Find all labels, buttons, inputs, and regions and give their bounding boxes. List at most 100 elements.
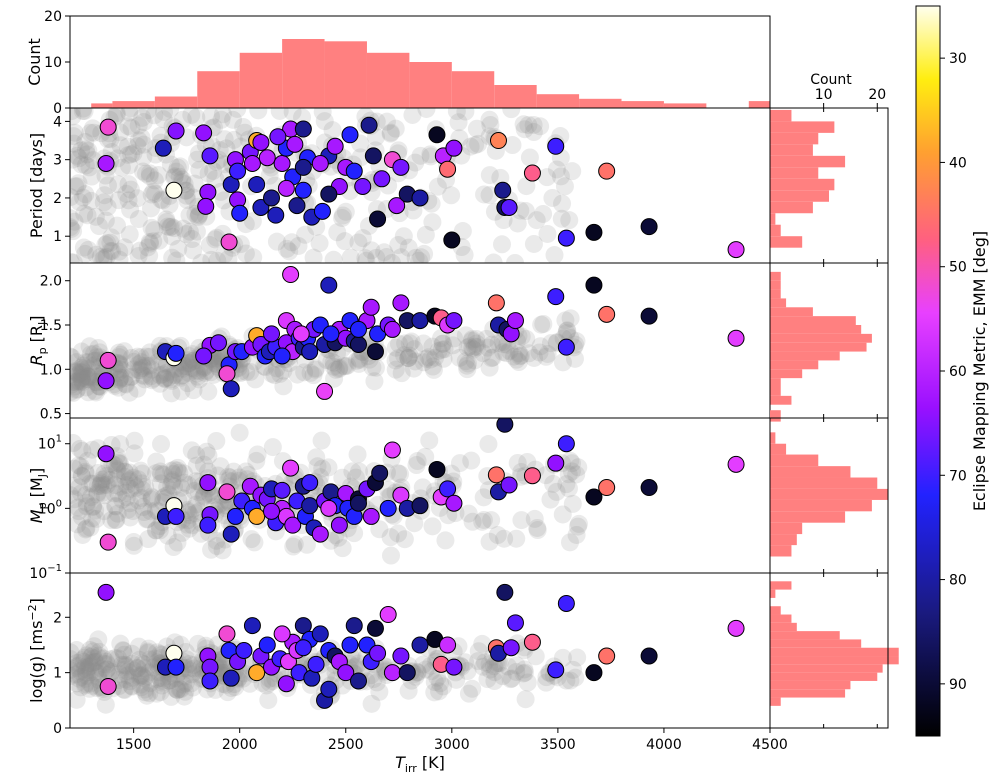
background-point <box>84 649 103 668</box>
data-point <box>218 365 236 383</box>
background-point <box>312 431 331 450</box>
background-point <box>155 369 174 388</box>
background-point <box>110 370 129 389</box>
y-tick-label: 1 <box>53 229 62 245</box>
data-point <box>199 183 217 201</box>
background-point <box>157 363 176 382</box>
top-histogram-tick-label: 0 <box>53 101 62 117</box>
data-point <box>411 636 429 654</box>
background-point <box>183 516 202 535</box>
background-point <box>144 369 163 388</box>
background-point <box>520 148 539 167</box>
background-point <box>81 662 100 681</box>
background-point <box>392 364 411 383</box>
background-point <box>75 648 94 667</box>
background-point <box>329 528 348 547</box>
background-point <box>150 366 169 385</box>
data-point <box>294 120 312 138</box>
background-point <box>132 665 151 684</box>
background-point <box>129 491 148 510</box>
data-point <box>354 177 372 195</box>
background-point <box>111 368 130 387</box>
background-point <box>432 329 451 348</box>
background-point <box>137 510 156 529</box>
background-point <box>543 188 562 207</box>
background-point <box>73 362 92 381</box>
background-point <box>431 674 450 693</box>
right-histogram <box>769 410 889 574</box>
background-point <box>301 363 320 382</box>
background-point <box>414 334 433 353</box>
background-point <box>132 678 151 697</box>
background-point <box>130 650 149 669</box>
y-tick-label-base: 10 <box>38 437 56 453</box>
top-histogram-bar <box>748 101 770 108</box>
background-point <box>88 464 107 483</box>
background-point <box>375 243 394 262</box>
background-point <box>480 532 499 551</box>
background-point <box>132 359 151 378</box>
background-point <box>174 366 193 385</box>
background-point <box>129 361 148 380</box>
y-axis-label-part: [R <box>27 325 46 347</box>
background-point <box>72 358 91 377</box>
right-histogram <box>769 572 899 729</box>
background-point <box>96 652 115 671</box>
background-point <box>478 338 497 357</box>
data-point <box>165 181 183 199</box>
y-axis-label-subscript: p <box>36 502 49 509</box>
background-point <box>115 645 134 664</box>
background-point <box>83 654 102 673</box>
data-point <box>727 455 745 473</box>
background-point <box>133 654 152 673</box>
background-point <box>72 155 91 174</box>
background-point <box>313 108 332 121</box>
background-point <box>170 167 189 186</box>
background-point <box>106 649 125 668</box>
background-point <box>70 362 85 381</box>
background-point <box>391 465 410 484</box>
background-point <box>259 691 278 710</box>
background-point <box>118 666 137 685</box>
background-point <box>381 124 400 143</box>
background-point <box>143 488 162 507</box>
background-point <box>558 321 577 340</box>
background-point <box>124 536 143 555</box>
background-point <box>270 108 289 120</box>
background-point <box>151 462 170 481</box>
background-point <box>423 517 442 536</box>
background-point <box>165 168 184 187</box>
background-point <box>517 177 536 196</box>
background-point <box>141 674 160 693</box>
background-point <box>70 669 89 688</box>
background-point <box>118 662 137 681</box>
right-histogram-bar <box>770 622 797 632</box>
top-histogram-bar <box>366 52 410 108</box>
y-axis-label-subscript: J <box>36 474 49 478</box>
data-point <box>411 189 429 207</box>
panel-period: 1 2 3 4 Period [days] <box>27 107 889 264</box>
data-point <box>439 480 457 498</box>
background-point <box>534 314 553 333</box>
background-point <box>537 673 556 692</box>
background-point <box>463 330 482 349</box>
background-point <box>136 164 155 183</box>
background-point <box>109 175 128 194</box>
background-point <box>552 209 571 228</box>
data-point <box>398 664 416 682</box>
data-point <box>218 483 236 501</box>
background-point <box>467 119 486 138</box>
background-point <box>125 444 144 463</box>
background-point <box>156 368 175 387</box>
background-point <box>149 166 168 185</box>
background-point <box>157 210 176 229</box>
background-point <box>76 244 95 263</box>
right-histogram-bar <box>770 432 776 444</box>
background-point <box>87 245 106 263</box>
x-axis-label: Tirr [K] <box>395 753 445 774</box>
background-point <box>406 153 425 172</box>
background-point <box>315 112 334 131</box>
background-point <box>544 474 563 493</box>
background-point <box>140 167 159 186</box>
data-point <box>445 494 463 512</box>
